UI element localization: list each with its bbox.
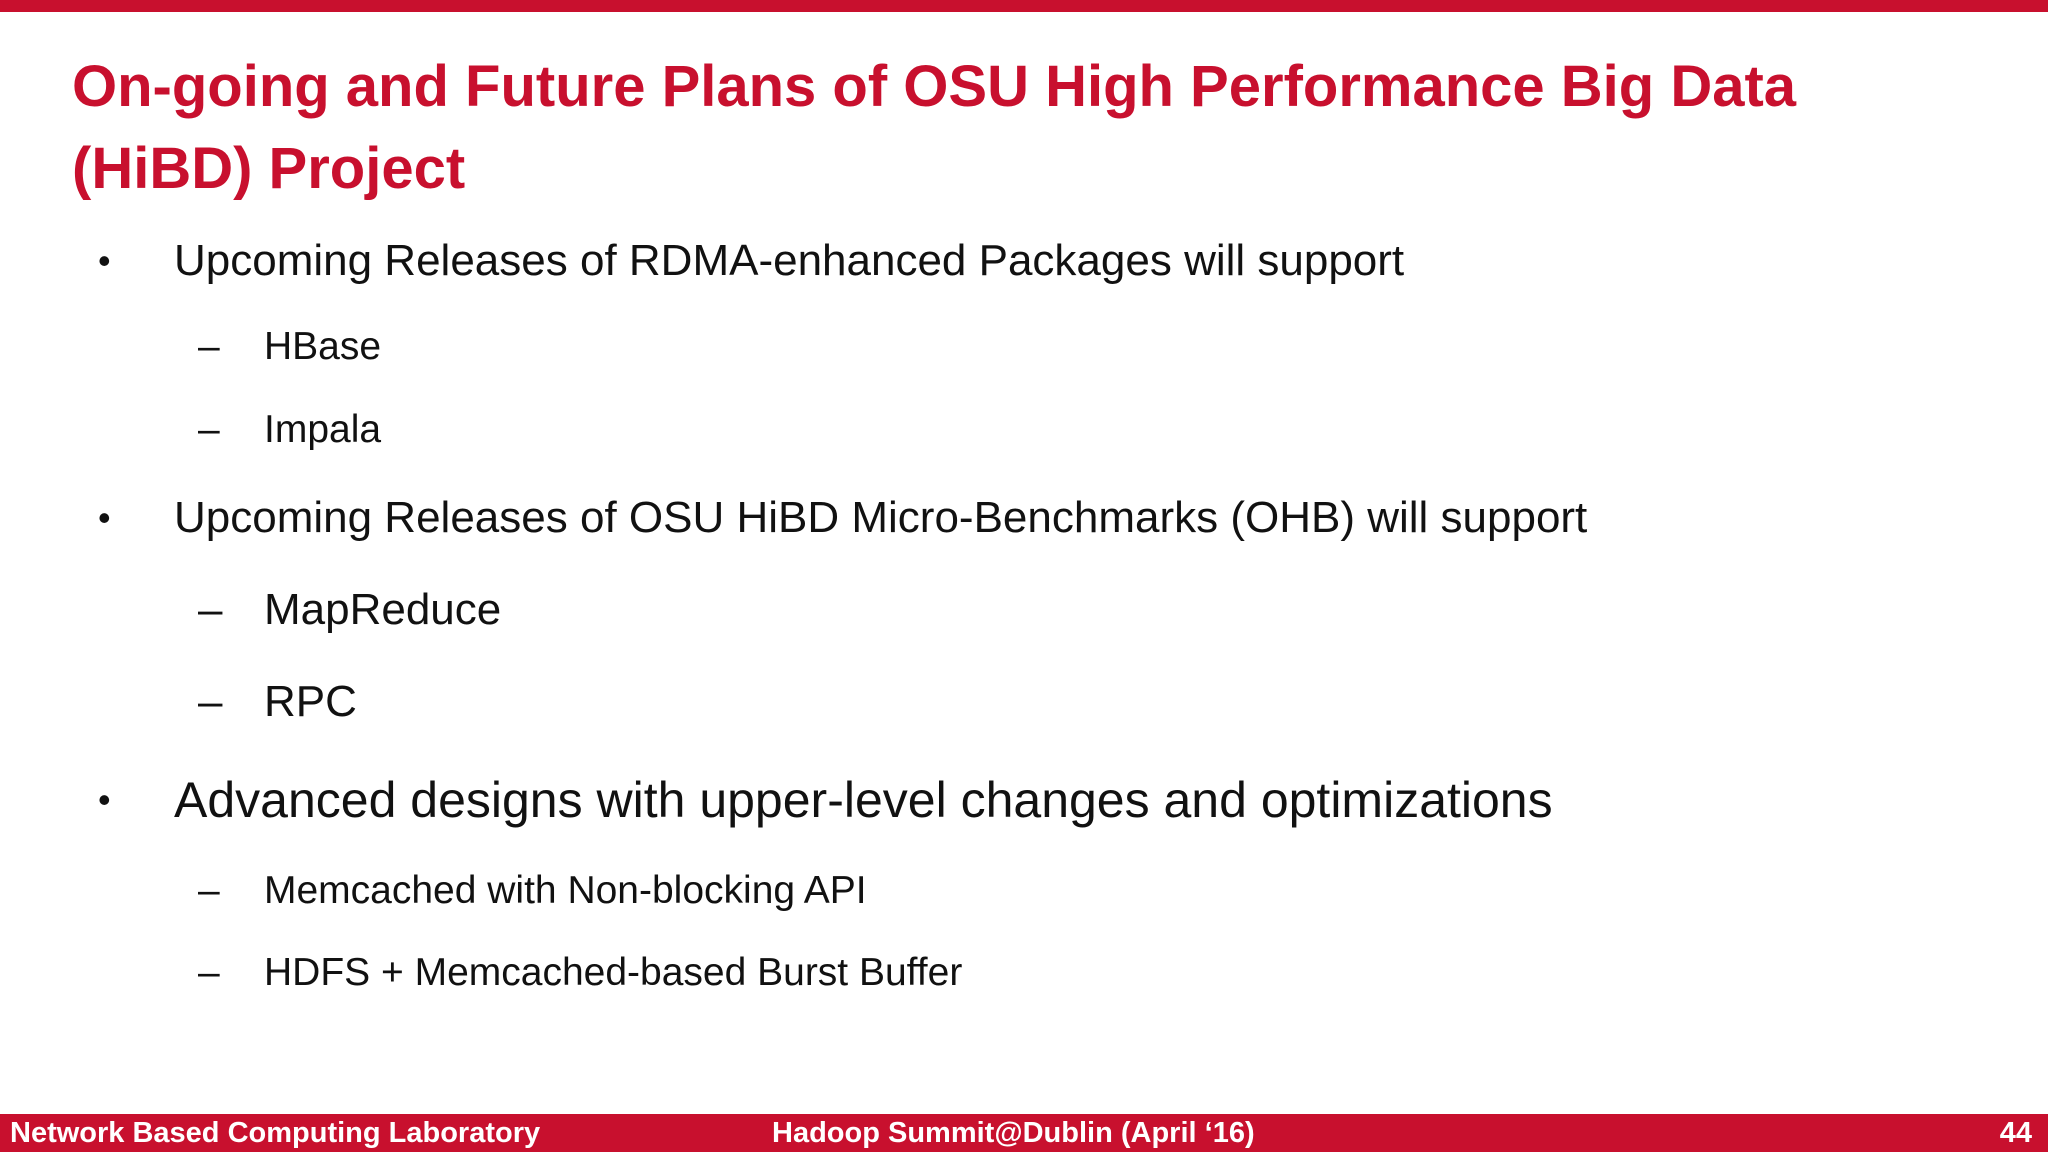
footer-lab-name: Network Based Computing Laboratory [10,1117,541,1149]
sub-item-text: HDFS + Memcached-based Burst Buffer [264,951,963,994]
dash-icon: – [198,408,220,451]
footer-event: Hadoop Summit@Dublin (April ‘16) [772,1117,1255,1149]
dash-icon: – [198,869,220,912]
footer-bar: Network Based Computing Laboratory Hadoo… [0,1114,2048,1152]
sub-item-text: MapReduce [264,585,502,634]
dash-icon: – [198,585,223,634]
bullet-icon: • [98,240,111,281]
dash-icon: – [198,951,220,994]
bullet-text: Upcoming Releases of RDMA-enhanced Packa… [174,236,1405,285]
bullet-icon: • [98,497,111,538]
slide-title: On-going and Future Plans of OSU High Pe… [72,54,1797,201]
bullet-text: Advanced designs with upper-level change… [174,772,1553,828]
bullet-text: Upcoming Releases of OSU HiBD Micro-Benc… [174,493,1588,542]
dash-icon: – [198,325,220,368]
sub-item-text: Impala [264,408,382,451]
sub-item-text: RPC [264,677,357,726]
sub-item-text: Memcached with Non-blocking API [264,869,867,912]
sub-item-text: HBase [264,325,382,368]
slide-content: • Upcoming Releases of RDMA-enhanced Pac… [98,236,1588,994]
bullet-icon: • [98,779,111,820]
page-number: 44 [1999,1117,2032,1149]
dash-icon: – [198,677,223,726]
top-accent-bar [0,0,2048,12]
